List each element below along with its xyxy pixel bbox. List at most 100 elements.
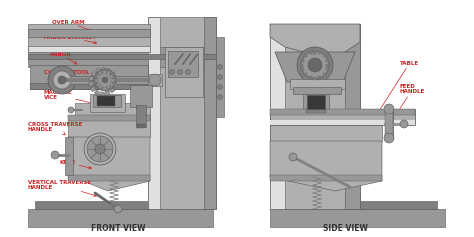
- Circle shape: [301, 51, 329, 79]
- Text: VERTICAL TRAVERSE
HANDLE: VERTICAL TRAVERSE HANDLE: [28, 180, 97, 196]
- Bar: [97, 82, 100, 86]
- Circle shape: [170, 69, 174, 74]
- Circle shape: [384, 133, 394, 143]
- Circle shape: [97, 72, 113, 88]
- Circle shape: [87, 136, 113, 162]
- Bar: [68, 175, 150, 181]
- Bar: [100, 72, 102, 75]
- Bar: [323, 73, 326, 76]
- Bar: [323, 54, 326, 57]
- Bar: [109, 87, 115, 93]
- Bar: [293, 87, 341, 94]
- Bar: [290, 79, 345, 89]
- Bar: [313, 77, 317, 79]
- Bar: [270, 109, 415, 115]
- Bar: [91, 71, 97, 77]
- Bar: [319, 76, 321, 78]
- Circle shape: [400, 120, 408, 128]
- Bar: [270, 209, 445, 227]
- Bar: [112, 83, 118, 88]
- Bar: [385, 111, 393, 137]
- Bar: [306, 109, 326, 113]
- Bar: [270, 109, 415, 125]
- Bar: [28, 46, 150, 52]
- Bar: [100, 92, 105, 96]
- Bar: [28, 24, 150, 52]
- Circle shape: [384, 104, 394, 114]
- Bar: [327, 64, 329, 67]
- Bar: [270, 24, 285, 209]
- Bar: [101, 68, 106, 72]
- Polygon shape: [270, 141, 382, 191]
- Bar: [216, 37, 224, 117]
- Bar: [30, 65, 148, 89]
- Bar: [91, 86, 96, 92]
- Bar: [30, 83, 148, 89]
- Text: CROSS TRAVERSE
HANDLE: CROSS TRAVERSE HANDLE: [28, 122, 82, 135]
- Text: OVER ARM: OVER ARM: [52, 19, 91, 31]
- Bar: [136, 105, 146, 127]
- Text: ARBOR BRACKET: ARBOR BRACKET: [44, 35, 97, 44]
- Bar: [94, 90, 100, 96]
- Bar: [301, 64, 303, 67]
- Circle shape: [218, 74, 222, 79]
- Bar: [28, 29, 150, 37]
- Circle shape: [114, 205, 122, 213]
- Polygon shape: [275, 52, 355, 82]
- Circle shape: [102, 77, 108, 83]
- Bar: [110, 72, 116, 78]
- Bar: [100, 85, 102, 88]
- Bar: [113, 78, 117, 82]
- Bar: [62, 76, 152, 84]
- Bar: [204, 17, 216, 209]
- Bar: [75, 103, 150, 119]
- Circle shape: [84, 133, 116, 165]
- Bar: [110, 74, 113, 77]
- Circle shape: [297, 47, 333, 83]
- Bar: [130, 85, 152, 107]
- Bar: [345, 24, 360, 209]
- Bar: [108, 85, 110, 88]
- Bar: [309, 51, 311, 55]
- Text: FRONT VIEW: FRONT VIEW: [91, 224, 145, 233]
- Bar: [148, 74, 162, 86]
- Bar: [326, 59, 328, 62]
- Bar: [108, 72, 110, 75]
- Bar: [304, 54, 307, 57]
- Bar: [89, 76, 94, 81]
- Circle shape: [94, 69, 116, 91]
- Bar: [89, 82, 93, 86]
- Circle shape: [185, 69, 191, 74]
- Bar: [270, 120, 415, 125]
- Circle shape: [95, 144, 105, 154]
- Bar: [96, 68, 101, 73]
- Bar: [62, 78, 152, 82]
- Bar: [303, 90, 329, 112]
- Circle shape: [218, 85, 222, 90]
- Bar: [304, 73, 307, 76]
- Text: ARBOR: ARBOR: [50, 51, 77, 64]
- Bar: [65, 137, 73, 175]
- Bar: [148, 17, 160, 209]
- Bar: [309, 76, 311, 78]
- Bar: [110, 82, 113, 86]
- Bar: [301, 68, 304, 72]
- Text: KNEE: KNEE: [60, 160, 91, 169]
- Text: CUTTING TOOL: CUTTING TOOL: [44, 69, 127, 81]
- Text: MACHINE
VICE: MACHINE VICE: [44, 90, 97, 105]
- Bar: [277, 201, 437, 209]
- Bar: [103, 87, 107, 90]
- Bar: [165, 47, 203, 97]
- Bar: [301, 59, 304, 62]
- Bar: [313, 50, 317, 54]
- Bar: [103, 70, 107, 73]
- Circle shape: [308, 58, 322, 72]
- Bar: [270, 175, 382, 181]
- Circle shape: [51, 151, 59, 159]
- Circle shape: [149, 74, 161, 86]
- Text: SIDE VIEW: SIDE VIEW: [323, 224, 367, 233]
- Circle shape: [68, 107, 74, 113]
- Bar: [28, 47, 220, 67]
- Bar: [28, 54, 220, 59]
- Bar: [270, 123, 382, 141]
